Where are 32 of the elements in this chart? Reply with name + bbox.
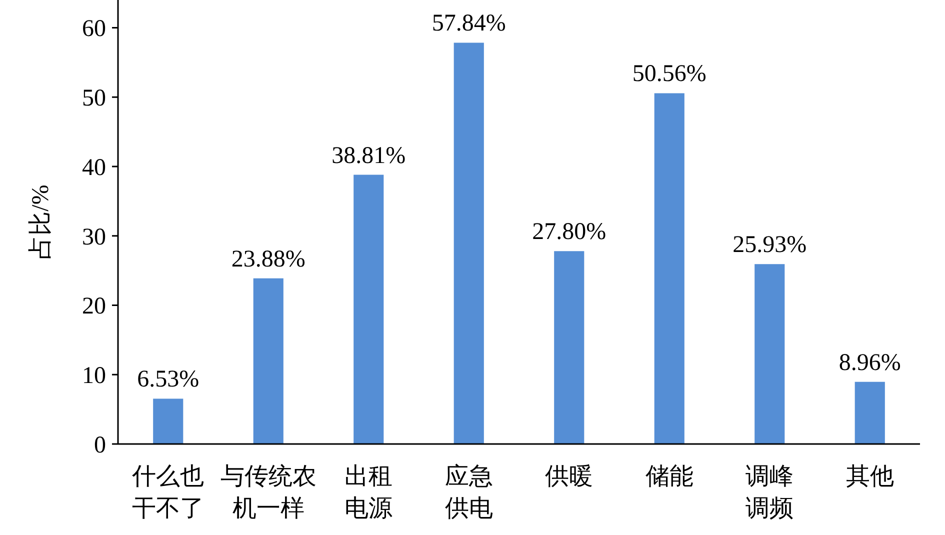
data-label: 27.80%: [532, 219, 606, 246]
bar: [253, 278, 284, 444]
y-tick-label: 30: [82, 224, 106, 250]
x-tick-label: 应急供电: [444, 463, 493, 522]
bar: [454, 42, 484, 444]
bar: [354, 174, 384, 444]
data-label: 50.56%: [632, 61, 706, 88]
y-tick-label: 10: [82, 363, 106, 390]
y-tick-label: 50: [82, 86, 106, 112]
y-tick-label: 60: [82, 16, 106, 42]
x-tick-label: 其他: [846, 464, 894, 490]
data-label: 8.96%: [838, 350, 901, 376]
y-axis-title: 占比/%: [28, 184, 54, 260]
data-label: 6.53%: [137, 366, 200, 393]
bar: [754, 264, 785, 444]
bar: [654, 93, 684, 444]
bar: [854, 382, 885, 444]
y-tick-label: 0: [94, 432, 106, 458]
y-tick-label: 40: [82, 154, 106, 181]
x-tick-label: 供暖: [545, 464, 594, 490]
y-tick-label: 20: [82, 294, 106, 320]
x-tick-label: 出租电源: [344, 464, 393, 522]
x-tick-label: 储能: [645, 464, 694, 490]
data-label: 57.84%: [432, 10, 506, 37]
data-label: 23.88%: [231, 246, 306, 272]
x-tick-label: 与传统农机一样: [220, 463, 316, 522]
x-tick-label: 调峰调频: [746, 464, 794, 522]
x-tick-label: 什么也干不了: [131, 464, 204, 522]
bar: [153, 398, 184, 444]
data-label: 25.93%: [732, 232, 807, 258]
data-label: 38.81%: [332, 142, 406, 169]
bar: [554, 251, 584, 444]
